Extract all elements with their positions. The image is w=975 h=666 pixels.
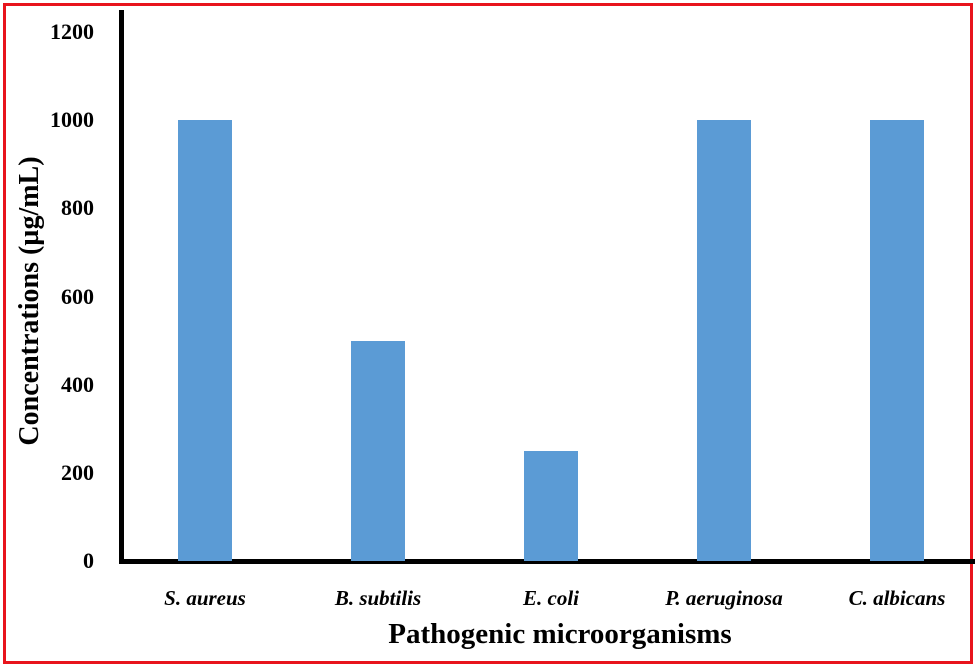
chart-frame: [3, 3, 973, 664]
y-tick-200: 200: [61, 460, 94, 485]
y-axis-line: [119, 10, 124, 564]
y-tick-1200: 1200: [50, 19, 94, 44]
y-tick-1000: 1000: [50, 107, 94, 132]
x-label-s-aureus: S. aureus: [164, 586, 246, 610]
x-label-b-subtilis: B. subtilis: [334, 586, 422, 610]
y-tick-600: 600: [61, 284, 94, 309]
y-tick-400: 400: [61, 372, 94, 397]
bar-c-albicans: [870, 120, 924, 561]
bar-p-aeruginosa: [697, 120, 751, 561]
bar-s-aureus: [178, 120, 232, 561]
x-label-c-albicans: C. albicans: [848, 586, 946, 610]
y-tick-0: 0: [83, 548, 94, 573]
x-axis-line: [119, 559, 975, 564]
bar-b-subtilis: [351, 340, 405, 561]
bar-e-coli: [524, 450, 578, 561]
x-label-e-coli: E. coli: [523, 586, 579, 610]
y-tick-800: 800: [61, 195, 94, 220]
x-axis-title: Pathogenic microorganisms: [388, 618, 732, 650]
x-label-p-aeruginosa: P. aeruginosa: [665, 586, 783, 610]
